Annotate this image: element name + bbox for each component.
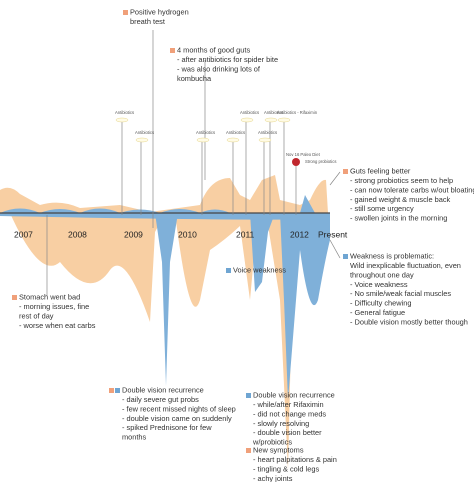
annotation-line: - heart palpitations & pain bbox=[253, 455, 337, 464]
annotation-line: - Double vision mostly better though bbox=[350, 317, 468, 326]
connector bbox=[329, 171, 341, 186]
event-marker bbox=[115, 117, 129, 123]
event-marker bbox=[240, 117, 254, 123]
year-label: 2008 bbox=[68, 229, 87, 239]
annotation-line: - daily severe gut probs bbox=[122, 395, 199, 404]
event-label: Antibiotics bbox=[240, 110, 259, 115]
annotation-title: Double vision recurrence bbox=[253, 391, 335, 400]
event-marker bbox=[135, 137, 149, 143]
annotation-title: Weakness is problematic: bbox=[350, 252, 434, 261]
annotation-line: - spiked Prednisone for few bbox=[122, 423, 212, 432]
event-label: Antibiotics bbox=[264, 110, 283, 115]
event-marker bbox=[258, 137, 272, 143]
annotation-line: - achy joints bbox=[253, 474, 293, 482]
connector bbox=[329, 239, 341, 259]
areas bbox=[0, 175, 330, 470]
event-label: Antibiotics bbox=[135, 130, 154, 135]
annotation-line: kombucha bbox=[177, 74, 212, 83]
annotation-line: - while/after Rifaximin bbox=[253, 400, 324, 409]
annotation-line: - swollen joints in the morning bbox=[350, 214, 447, 223]
annotation-line: - worse when eat carbs bbox=[19, 321, 96, 330]
event-label: Antibiotics bbox=[258, 130, 277, 135]
annotation-square bbox=[343, 169, 348, 174]
annotation-line: months bbox=[122, 433, 147, 442]
year-label: 2007 bbox=[14, 229, 33, 239]
annotation-title: Double vision recurrence bbox=[122, 386, 204, 395]
year-label: 2011 bbox=[236, 229, 255, 239]
annotation-line: rest of day bbox=[19, 311, 54, 320]
year-label: 2010 bbox=[178, 229, 197, 239]
event-marker bbox=[264, 117, 278, 123]
annotation-line: - morning issues, fine bbox=[19, 302, 89, 311]
gut-area bbox=[10, 213, 258, 322]
event-marker bbox=[277, 117, 291, 123]
annotation-title: 4 months of good guts bbox=[177, 46, 250, 55]
event-marker bbox=[226, 137, 240, 143]
year-label: Present bbox=[318, 229, 348, 239]
annotation-line: - General fatigue bbox=[350, 308, 405, 317]
annotation-line: w/probiotics bbox=[252, 438, 292, 447]
annotation-line: - Difficulty chewing bbox=[350, 299, 411, 308]
event-marker bbox=[196, 137, 210, 143]
annotation-line: - slowly resolving bbox=[253, 419, 309, 428]
annotation-line: - Voice weakness bbox=[350, 280, 408, 289]
annotation-title: New symptoms bbox=[253, 446, 304, 455]
annotation-square bbox=[246, 448, 251, 453]
event-label: Antibiotics bbox=[115, 110, 134, 115]
annotation-square bbox=[170, 48, 175, 53]
legend-square bbox=[226, 268, 231, 273]
event-label: Strong probiotics bbox=[305, 159, 336, 164]
event-label: Antibiotics bbox=[226, 130, 245, 135]
annotation-square bbox=[343, 254, 348, 259]
annotation-line: - can now tolerate carbs w/out bloating bbox=[350, 185, 474, 194]
annotation-line: - still some urgency bbox=[350, 204, 414, 213]
diet-marker bbox=[292, 158, 300, 166]
event-label: Antibiotics - Rifaximin bbox=[277, 110, 318, 115]
annotation-line: - few recent missed nights of sleep bbox=[122, 404, 236, 413]
annotation-square bbox=[246, 393, 251, 398]
year-label: 2012 bbox=[290, 229, 309, 239]
annotation-square bbox=[109, 388, 114, 393]
event-label: Antibiotics bbox=[196, 130, 215, 135]
annotation-square bbox=[115, 388, 120, 393]
annotation-line: throughout one day bbox=[350, 270, 414, 279]
annotation-square bbox=[12, 295, 17, 300]
annotation-line: - was also drinking lots of bbox=[177, 64, 261, 73]
voice-label: Voice weakness bbox=[233, 266, 286, 275]
annotation-line: - No smile/weak facial muscles bbox=[350, 289, 451, 298]
annotation-line: breath test bbox=[130, 17, 165, 26]
annotation-line: - gained weight & muscle back bbox=[350, 195, 451, 204]
connectors bbox=[46, 30, 341, 296]
annotation-line: - double vision came on suddenly bbox=[122, 414, 232, 423]
annotation-title: Guts feeling better bbox=[350, 167, 411, 176]
annotation-line: Wild inexplicable fluctuation, even bbox=[350, 261, 461, 270]
event-label: Nov 16 Paleo Diet bbox=[286, 152, 321, 157]
weakness-area bbox=[250, 213, 275, 292]
annotation-title: Stomach went bad bbox=[19, 293, 80, 302]
annotation-square bbox=[123, 10, 128, 15]
weakness-area bbox=[155, 213, 178, 386]
annotation-line: - strong probiotics seem to help bbox=[350, 176, 453, 185]
annotation-line: - tingling & cold legs bbox=[253, 464, 319, 473]
weakness-area bbox=[280, 213, 330, 400]
gut-area bbox=[0, 175, 328, 213]
annotation-line: - after antibiotics for spider bite bbox=[177, 55, 278, 64]
annotation-title: Positive hydrogen bbox=[130, 8, 189, 17]
annotation-line: - did not change meds bbox=[253, 409, 326, 418]
year-label: 2009 bbox=[124, 229, 143, 239]
annotation-line: - double vision better bbox=[253, 428, 322, 437]
